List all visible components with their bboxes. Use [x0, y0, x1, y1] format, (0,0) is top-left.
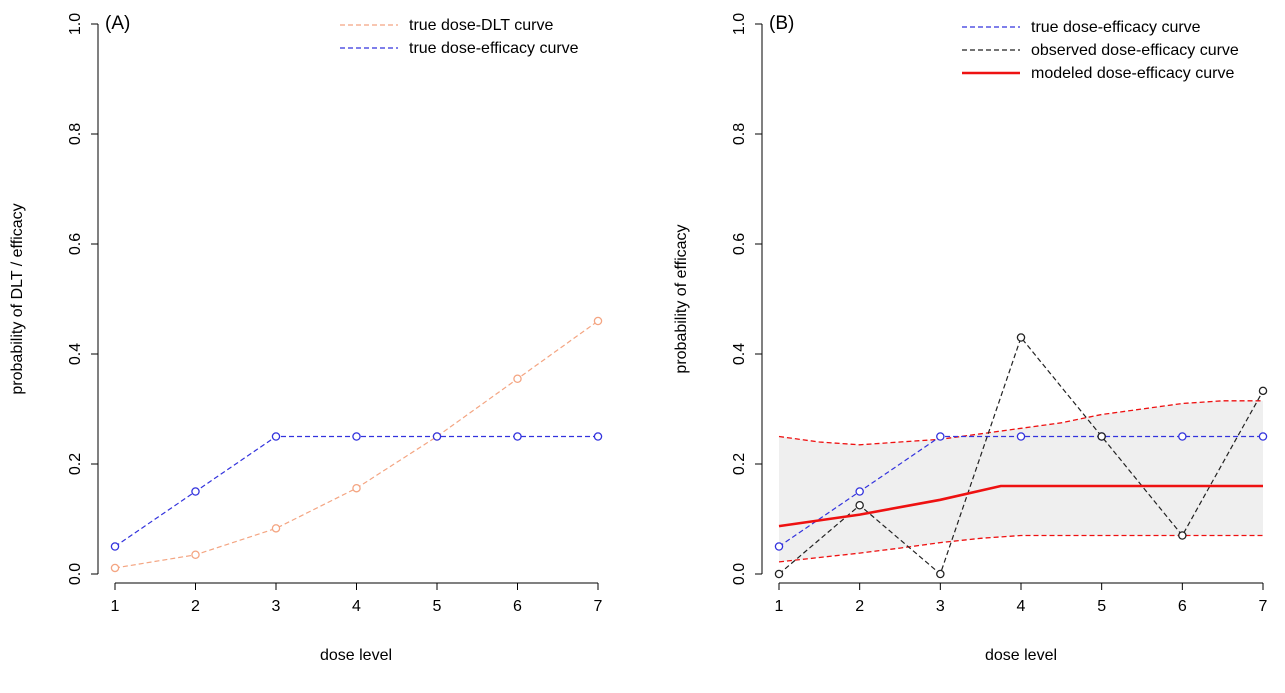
data-point [774, 569, 784, 579]
x-tick-label: 7 [1259, 598, 1268, 615]
confidence-band [779, 400, 1263, 562]
chart-panel-b: 1 2 3 4 5 6 7 0.0 0.2 0.4 0.6 0.8 1.0 dose level proba… [673, 13, 1268, 664]
legend-label: true dose-DLT curve [409, 17, 553, 34]
y-tick-label: 0.2 [731, 453, 748, 475]
x-tick-label: 2 [191, 598, 200, 615]
chart-panel-a: 1 2 3 4 5 6 7 0.0 0.2 0.4 0.6 0.8 1.0 dose level proba… [9, 13, 603, 664]
data-point [352, 483, 361, 493]
panel-label: (A) [105, 13, 130, 34]
data-point [191, 550, 200, 560]
data-point [936, 569, 945, 579]
series-line-0 [114, 320, 599, 569]
data-point [1178, 531, 1187, 540]
x-tick-label: 1 [775, 598, 784, 615]
data-point [352, 432, 361, 441]
data-point [1258, 386, 1268, 396]
y-axis-label: probability of efficacy [673, 224, 690, 373]
x-tick-label: 5 [433, 598, 442, 615]
data-point [432, 432, 442, 441]
y-tick-label: 0.2 [67, 453, 84, 475]
y-tick-label: 0.4 [731, 343, 748, 365]
y-tick-label: 0.4 [67, 343, 84, 365]
y-tick-label: 1.0 [67, 13, 84, 35]
y-tick-label: 0.6 [67, 233, 84, 255]
y-tick-label: 0.6 [731, 233, 748, 255]
panel-label: (B) [769, 13, 794, 34]
data-point [593, 432, 603, 441]
x-tick-label: 4 [1017, 598, 1026, 615]
x-tick-label: 2 [855, 598, 864, 615]
y-tick-label: 0.0 [67, 563, 84, 585]
y-tick-label: 0.8 [731, 123, 748, 145]
data-point [110, 563, 120, 573]
x-axis-label: dose level [985, 647, 1057, 664]
y-tick-label: 0.0 [731, 563, 748, 585]
legend-label: modeled dose-efficacy curve [1031, 65, 1234, 82]
data-point [191, 487, 200, 496]
x-axis-label: dose level [320, 647, 392, 664]
data-point [110, 542, 120, 551]
data-point [271, 432, 281, 441]
x-tick-label: 1 [111, 598, 120, 615]
data-point [855, 487, 864, 496]
x-tick-label: 4 [352, 598, 361, 615]
x-tick-label: 6 [1178, 598, 1187, 615]
data-point [271, 524, 281, 533]
data-point [1016, 432, 1026, 441]
x-tick-label: 7 [594, 598, 603, 615]
data-point [1178, 432, 1187, 441]
data-point [774, 542, 784, 551]
data-point [1258, 432, 1268, 441]
legend-label: true dose-efficacy curve [1031, 19, 1201, 36]
x-tick-label: 5 [1097, 598, 1106, 615]
data-point [513, 374, 522, 383]
data-point [936, 432, 945, 441]
x-tick-label: 3 [936, 598, 945, 615]
legend-label: observed dose-efficacy curve [1031, 42, 1239, 59]
y-tick-label: 0.8 [67, 123, 84, 145]
legend-label: true dose-efficacy curve [409, 40, 579, 57]
y-axis-label: probability of DLT / efficacy [9, 203, 26, 394]
data-point [1016, 333, 1026, 342]
y-tick-label: 1.0 [731, 13, 748, 35]
data-point [1097, 432, 1106, 441]
series-line-2 [778, 484, 1263, 528]
band-upper-line [778, 400, 1263, 446]
data-point [593, 316, 603, 326]
x-tick-label: 3 [272, 598, 281, 615]
data-point [855, 500, 864, 510]
x-tick-label: 6 [513, 598, 522, 615]
data-point [513, 432, 522, 441]
